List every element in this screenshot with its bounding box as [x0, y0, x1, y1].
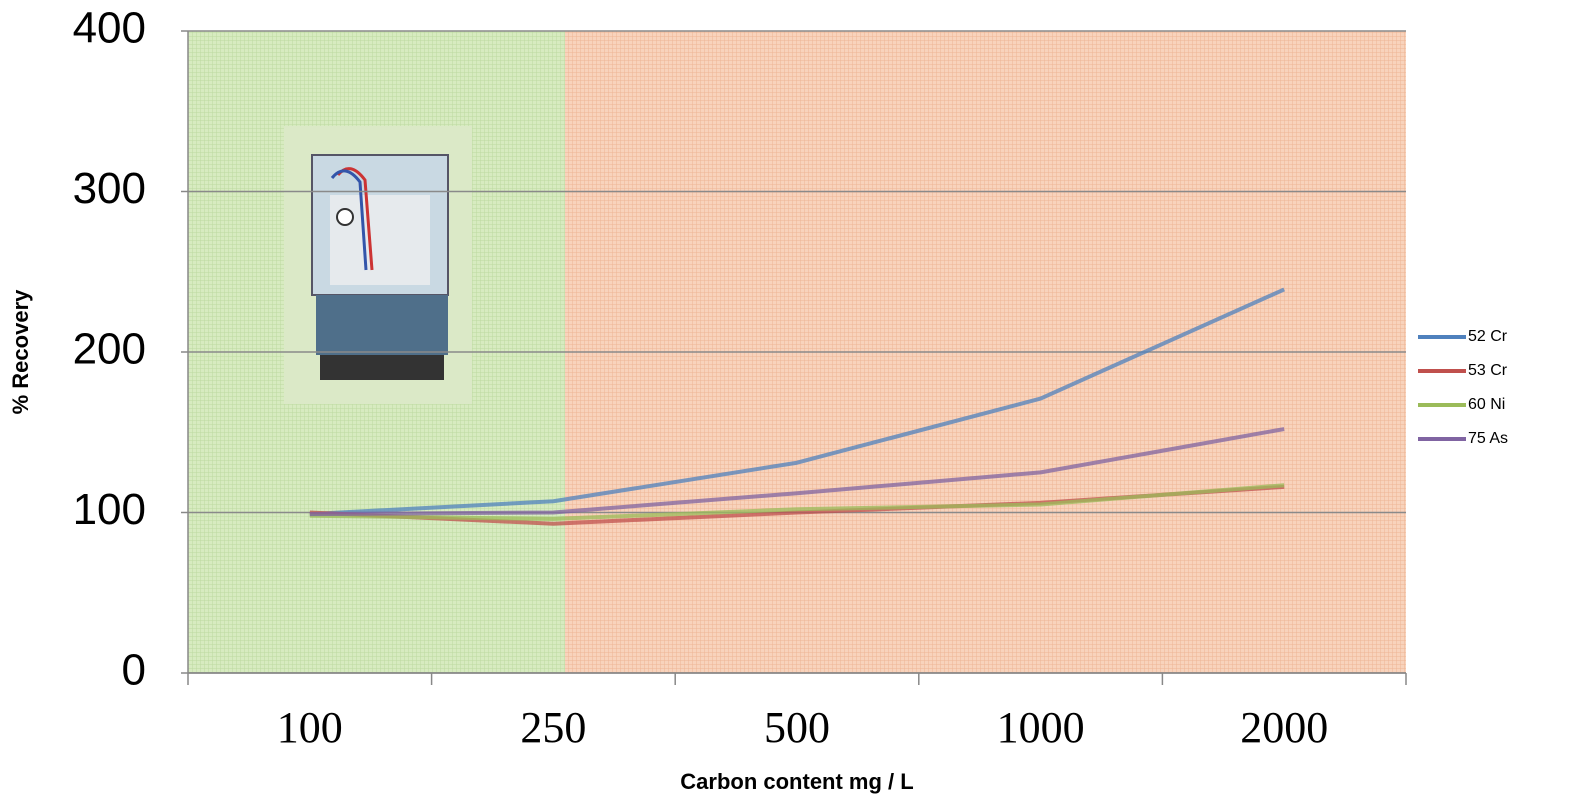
- y-axis-title: % Recovery: [8, 289, 33, 415]
- x-tick-label: 250: [520, 703, 586, 752]
- x-axis-title: Carbon content mg / L: [680, 769, 913, 794]
- x-tick-label: 100: [277, 703, 343, 752]
- device-image: [284, 126, 472, 404]
- legend-label: 53 Cr: [1468, 362, 1508, 379]
- legend-label: 52 Cr: [1468, 328, 1508, 345]
- y-tick-label: 100: [73, 485, 146, 534]
- legend-label: 75 As: [1468, 430, 1508, 447]
- x-tick-label: 500: [764, 703, 830, 752]
- x-tick-label: 1000: [997, 703, 1085, 752]
- series-line: [309, 427, 1285, 517]
- y-tick-label: 400: [73, 4, 146, 53]
- series-line: [309, 483, 1285, 521]
- x-tick-label: 2000: [1240, 703, 1328, 752]
- y-tick-label: 300: [73, 164, 146, 213]
- y-tick-label: 200: [73, 325, 146, 374]
- legend-label: 60 Ni: [1468, 396, 1505, 413]
- series-line: [309, 287, 1286, 517]
- y-tick-label: 0: [122, 646, 146, 695]
